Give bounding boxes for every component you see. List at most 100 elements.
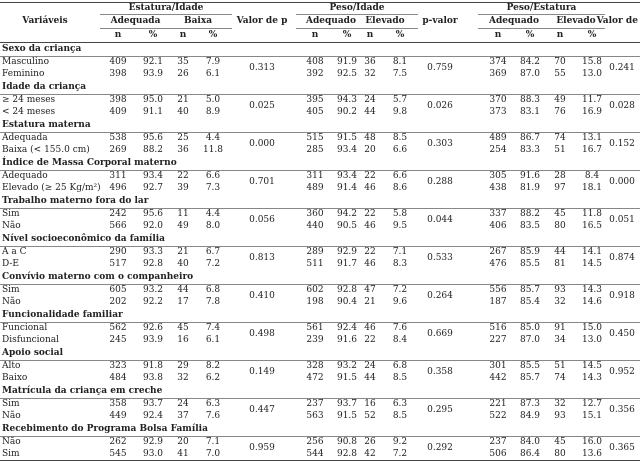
- p-value: 0.918: [609, 290, 635, 301]
- cell: 35: [177, 56, 189, 67]
- cell: 85.0: [519, 322, 541, 333]
- cell: 7.0: [205, 449, 221, 459]
- cell: 87.0: [519, 69, 541, 79]
- cell: 42: [364, 449, 376, 459]
- cell: 254: [489, 145, 507, 155]
- cell: 90.2: [336, 107, 358, 117]
- cell: 374: [489, 56, 507, 67]
- cell: 83.3: [519, 145, 541, 155]
- cell: 85.4: [519, 297, 541, 307]
- cell: 95.6: [142, 208, 164, 219]
- cell: 13.0: [581, 335, 603, 345]
- cell: 15.8: [581, 56, 603, 67]
- cell: 544: [306, 449, 324, 459]
- cell: 11.8: [581, 208, 603, 219]
- cell: 405: [306, 107, 324, 117]
- cell: 373: [489, 107, 507, 117]
- p-value: 0.874: [609, 252, 635, 263]
- cell: 95.6: [142, 132, 164, 143]
- row-label: < 24 meses: [2, 107, 56, 117]
- cell: 83.1: [519, 107, 541, 117]
- cell: 44: [364, 373, 376, 383]
- sub-header: %: [587, 29, 597, 40]
- cell: 7.3: [205, 183, 221, 193]
- cell: 8.4: [392, 335, 408, 345]
- cell: 95.0: [142, 94, 164, 105]
- cell: 9.8: [392, 107, 408, 117]
- cell: 93.4: [336, 170, 358, 181]
- cell: 16: [364, 398, 376, 409]
- cell: 92.9: [142, 436, 164, 447]
- cell: 93: [554, 411, 566, 421]
- cell: 92.6: [142, 322, 164, 333]
- p-value: 0.295: [427, 404, 453, 415]
- cell: 256: [306, 436, 324, 447]
- cell: 83.5: [519, 221, 541, 231]
- row-label: Funcional: [2, 322, 48, 333]
- cell: 289: [306, 246, 324, 257]
- cell: 91.6: [519, 170, 541, 181]
- cell: 511: [306, 259, 324, 269]
- cell: 237: [306, 398, 324, 409]
- cell: 80: [554, 221, 566, 231]
- cell: 24: [177, 398, 189, 409]
- cell: 561: [306, 322, 324, 333]
- cell: 198: [306, 297, 324, 307]
- cell: 392: [306, 69, 324, 79]
- cell: 242: [109, 208, 127, 219]
- sub-header: n: [366, 29, 374, 40]
- p-value: 0.288: [427, 176, 453, 187]
- cell: 46: [364, 183, 376, 193]
- rule: [100, 28, 232, 29]
- cell: 285: [306, 145, 324, 155]
- rule: [0, 359, 640, 361]
- cell: 92.1: [142, 56, 164, 67]
- group-col: Adequado: [489, 15, 539, 26]
- cell: 94.3: [336, 94, 358, 105]
- cell: 9.6: [392, 297, 408, 307]
- cell: 7.2: [205, 259, 221, 269]
- row-label: Não: [2, 297, 21, 307]
- cell: 26: [364, 436, 376, 447]
- section-title: Convívio materno com o companheiro: [2, 271, 194, 282]
- cell: 237: [489, 436, 507, 447]
- cell: 90.4: [336, 297, 358, 307]
- cell: 46: [364, 221, 376, 231]
- rule: [296, 14, 418, 15]
- cell: 49: [554, 94, 566, 105]
- cell: 8.0: [205, 221, 221, 231]
- cell: 87.0: [519, 335, 541, 345]
- p-value: 0.669: [427, 328, 453, 339]
- group-col: Adequada: [110, 15, 161, 26]
- cell: 472: [306, 373, 324, 383]
- cell: 46: [364, 322, 376, 333]
- cell: 93.3: [142, 246, 164, 257]
- cell: 438: [489, 183, 507, 193]
- cell: 484: [109, 373, 127, 383]
- p-value: 0.149: [249, 366, 275, 377]
- sub-header: %: [395, 29, 405, 40]
- rule: [100, 14, 232, 15]
- rule: [296, 28, 418, 29]
- row-label: Masculino: [2, 56, 50, 67]
- cell: 51: [554, 360, 566, 371]
- p-value: 0.447: [249, 404, 275, 415]
- cell: 8.3: [392, 259, 408, 269]
- cell: 44: [554, 246, 566, 257]
- cell: 5.8: [392, 208, 408, 219]
- p-value: 0.152: [609, 138, 635, 149]
- cell: 409: [109, 107, 127, 117]
- cell: 87.3: [519, 398, 541, 409]
- cell: 93.0: [142, 449, 164, 459]
- rule: [0, 283, 640, 285]
- p-value: 0.000: [249, 138, 275, 149]
- cell: 34: [554, 335, 566, 345]
- cell: 44: [364, 107, 376, 117]
- p-value: 0.292: [427, 442, 453, 453]
- section-title: Sexo da criança: [2, 43, 82, 54]
- cell: 93: [554, 284, 566, 295]
- cell: 80: [554, 449, 566, 459]
- cell: 39: [177, 183, 189, 193]
- cell: 93.7: [142, 398, 164, 409]
- cell: 489: [489, 132, 507, 143]
